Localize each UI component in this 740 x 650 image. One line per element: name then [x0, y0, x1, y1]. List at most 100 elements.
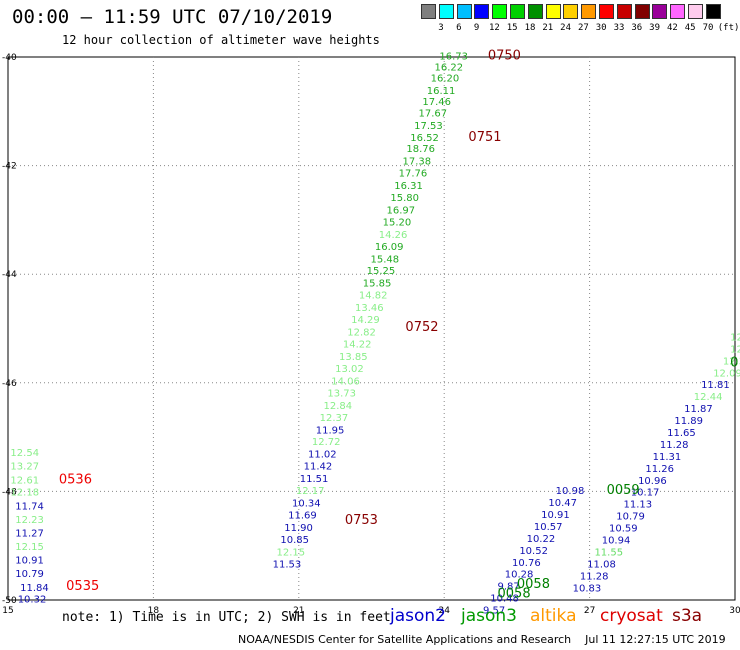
orbit-time-label: 0753: [345, 513, 378, 528]
swh-value-track-a: 16.97: [387, 205, 416, 216]
y-tick-label: -48: [2, 487, 17, 497]
orbit-time-label: 0058: [498, 586, 531, 601]
legend-note: note: 1) Time is in UTC; 2) SWH is in fe…: [62, 610, 391, 625]
swh-value-track-b: 11.27: [15, 528, 44, 539]
orbit-time-label: 0059: [607, 483, 640, 498]
swh-value-track-a: 17.53: [414, 121, 443, 132]
colorbar-swatch: [688, 4, 703, 19]
colorbar-swatch: [616, 4, 632, 19]
swh-value-track-d: 10.52: [519, 546, 548, 557]
swh-value-track-c: 10.94: [602, 536, 631, 547]
swh-value-track-c: 11.08: [587, 559, 616, 570]
colorbar-swatch: [670, 4, 686, 19]
colorbar-swatch: [634, 4, 650, 19]
swh-value-track-c: 11.65: [667, 428, 696, 439]
swh-value-track-b: 11.84: [20, 583, 49, 594]
orbit-time-label: 0751: [468, 130, 501, 145]
plot-frame: [7, 56, 736, 601]
y-tick-label: -46: [2, 379, 17, 389]
y-tick-label: -42: [2, 162, 17, 172]
colorbar-label: 70: [702, 23, 714, 33]
swh-value-track-a: 12.37: [320, 413, 349, 424]
swh-value-track-a: 16.22: [435, 63, 464, 74]
swh-value-track-c: 11.28: [580, 571, 609, 582]
swh-value-track-a: 14.26: [379, 230, 408, 241]
swh-value-track-a: 13.85: [339, 352, 368, 363]
swh-value-track-a: 15.25: [367, 266, 396, 277]
swh-value-track-b: 12.23: [15, 515, 44, 526]
swh-value-track-c: 12.09: [713, 368, 740, 379]
colorbar-swatch: [581, 4, 597, 19]
x-tick-label: 21: [293, 606, 304, 616]
legend-jason2: jason2: [390, 606, 446, 626]
swh-value-track-a: 13.46: [355, 303, 384, 314]
colorbar-label: 24: [560, 23, 572, 33]
swh-value-track-c: 10.83: [573, 583, 602, 594]
swh-value-track-a: 15.80: [390, 193, 419, 204]
colorbar-swatch: [705, 4, 721, 19]
swh-value-track-a: 16.09: [375, 242, 404, 253]
swh-value-track-a: 11.90: [284, 523, 313, 534]
colorbar-label: 15: [506, 23, 518, 33]
orbit-time-label: 0: [730, 356, 738, 371]
colorbar-label: 6: [456, 23, 462, 33]
swh-value-track-a: 16.52: [410, 133, 439, 144]
swh-value-track-b: 12.61: [10, 475, 39, 486]
colorbar-swatch: [527, 4, 543, 19]
colorbar-label: 21: [542, 23, 554, 33]
colorbar-label: 42: [666, 23, 678, 33]
swh-value-track-a: 12.72: [312, 437, 341, 448]
swh-value-track-c: 11.81: [701, 380, 730, 391]
swh-value-track-a: 15.85: [363, 279, 392, 290]
swh-value-track-a: 17.67: [419, 109, 448, 120]
swh-value-track-b: 10.91: [15, 556, 44, 567]
colorbar-label: 30: [595, 23, 607, 33]
swh-value-track-a: 13.02: [335, 364, 364, 375]
colorbar-swatch: [563, 4, 579, 19]
swh-value-track-c: 11.89: [674, 416, 703, 427]
swh-value-track-b: 13.27: [10, 462, 39, 473]
swh-value-track-a: 17.76: [399, 168, 428, 179]
swh-value-track-a: 13.73: [327, 388, 356, 399]
swh-value-track-c: 10.17: [631, 488, 660, 499]
colorbar-unit: (ft): [717, 23, 740, 33]
swh-value-track-a: 12.84: [324, 401, 353, 412]
orbit-time-label: 0536: [59, 472, 92, 487]
orbit-time-label: 0535: [66, 579, 99, 594]
swh-value-track-a: 16.73: [439, 52, 468, 63]
swh-value-track-a: 12.82: [347, 328, 376, 339]
swh-value-track-b: 12.15: [15, 542, 44, 553]
legend-altika: altika: [530, 606, 577, 626]
swh-value-track-a: 15.20: [383, 217, 412, 228]
colorbar-swatch: [492, 4, 508, 19]
swh-value-track-a: 14.06: [331, 376, 360, 387]
swh-value-track-a: 17.38: [403, 157, 432, 168]
swh-value-track-a: 18.76: [406, 144, 435, 155]
swh-value-track-a: 11.53: [273, 559, 302, 570]
y-tick-label: -40: [2, 53, 17, 63]
colorbar-label: 3: [438, 23, 444, 33]
colorbar-swatch: [474, 4, 490, 19]
colorbar-swatch: [510, 4, 525, 19]
swh-value-track-a: 11.51: [300, 474, 329, 485]
x-tick-label: 27: [584, 606, 595, 616]
swh-value-track-d: 10.91: [541, 510, 570, 521]
swh-value-track-d: 10.48: [490, 594, 519, 605]
swh-value-track-b: 11.74: [15, 501, 44, 512]
swh-value-track-a: 12.15: [277, 547, 306, 558]
swh-value-track-c: 11.26: [645, 464, 674, 475]
colorbar-label: 36: [631, 23, 643, 33]
swh-value-track-d: 9.87: [498, 582, 520, 593]
swh-value-track-d: 10.98: [556, 486, 585, 497]
colorbar-swatch: [652, 4, 668, 19]
swh-value-track-c: 11.13: [624, 500, 653, 511]
swh-value-track-a: 16.20: [431, 73, 460, 84]
chart-subtitle: 12 hour collection of altimeter wave hei…: [62, 33, 380, 47]
swh-value-track-a: 10.34: [292, 499, 321, 510]
swh-value-track-a: 11.02: [308, 450, 337, 461]
swh-value-track-c: 11.87: [684, 404, 713, 415]
swh-value-track-a: 14.82: [359, 291, 388, 302]
swh-value-track-c: 10.96: [638, 476, 667, 487]
swh-value-track-c: 10.79: [616, 512, 645, 523]
